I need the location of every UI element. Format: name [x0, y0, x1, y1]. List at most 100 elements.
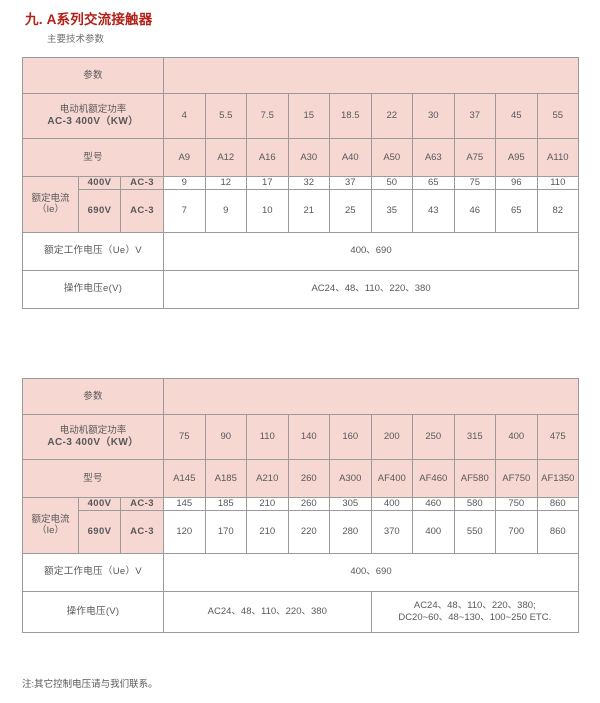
t1-ac3-400v: AC-3: [119, 176, 165, 190]
t1-motor-power-3: 15: [287, 93, 331, 139]
t2-motor-power-label: 电动机额定功率 AC-3 400V（KW）: [21, 414, 165, 460]
t1-current690-2: 10: [246, 188, 289, 233]
t1-motor-power-label-line1: 电动机额定功率: [59, 103, 127, 115]
t2-current690-0: 120: [163, 509, 206, 554]
t1-motor-power-label-line2: AC-3 400V（KW）: [47, 115, 139, 127]
t2-current400-6: 460: [412, 497, 455, 511]
t2-rated-working-voltage-value: 400、690: [163, 552, 580, 592]
spec-table-2: 参数 电动机额定功率 AC-3 400V（KW） 75 90 110 140 1…: [21, 378, 580, 633]
t1-current400-0: 9: [163, 176, 206, 190]
spec-table-1: 参数 电动机额定功率 AC-3 400V（KW） 4 5.5 7.5 15 18…: [21, 57, 580, 309]
t2-model-0: A145: [163, 459, 206, 498]
page-title: 九. A系列交流接触器: [25, 12, 153, 27]
t1-motor-power-7: 37: [453, 93, 497, 139]
t2-model-label: 型号: [21, 459, 165, 498]
t1-current400-6: 65: [412, 176, 455, 190]
t1-motor-power-8: 45: [495, 93, 538, 139]
table-row: 型号 A145 A185 A210 260 A300 AF400 AF460 A…: [21, 459, 580, 498]
t1-model-0: A9: [163, 138, 206, 177]
t2-motor-power-6: 250: [412, 414, 455, 460]
t2-ac3-400v: AC-3: [119, 497, 165, 511]
t2-motor-power-label-line2: AC-3 400V（KW）: [47, 436, 139, 448]
t2-current690-7: 550: [453, 509, 497, 554]
t1-current690-8: 65: [495, 188, 538, 233]
t2-current400-5: 400: [370, 497, 414, 511]
t2-current400-1: 185: [204, 497, 248, 511]
table-row: 电动机额定功率 AC-3 400V（KW） 75 90 110 140 160 …: [21, 414, 580, 460]
t2-voltage-690v: 690V: [78, 509, 121, 554]
table-row: 型号 A9 A12 A16 A30 A40 A50 A63 A75 A95 A1…: [21, 138, 580, 177]
table-row: 690V AC-3 7 9 10 21 25 35 43 46 65 82: [23, 188, 580, 233]
t1-current690-5: 35: [370, 188, 414, 233]
t2-operating-voltage-right: AC24、48、110、220、380; DC20~60、48~130、100~…: [370, 590, 580, 633]
t2-rated-current-label-line1: 额定电流: [31, 513, 70, 525]
t2-current400-0: 145: [163, 497, 206, 511]
t2-current400-2: 210: [246, 497, 289, 511]
t1-current400-7: 75: [453, 176, 497, 190]
t1-operating-voltage-value: AC24、48、110、220、380: [163, 269, 580, 309]
t1-param-header-blank: [163, 57, 580, 94]
t1-model-7: A75: [453, 138, 497, 177]
t1-motor-power-0: 4: [163, 93, 206, 139]
t1-motor-power-label: 电动机额定功率 AC-3 400V（KW）: [21, 93, 165, 139]
t1-rated-working-voltage-label: 额定工作电压（Ue）V: [21, 231, 165, 271]
t1-current690-0: 7: [163, 188, 206, 233]
t2-motor-power-label-line1: 电动机额定功率: [59, 424, 127, 436]
t2-current690-4: 280: [329, 509, 372, 554]
t1-motor-power-1: 5.5: [204, 93, 248, 139]
table-row: 参数: [21, 378, 580, 415]
footer-note: 注:其它控制电压请与我们联系。: [22, 679, 158, 690]
t2-model-1: A185: [204, 459, 248, 498]
t1-current400-2: 17: [246, 176, 289, 190]
t1-current690-7: 46: [453, 188, 497, 233]
table-row: 额定工作电压（Ue）V 400、690: [21, 231, 580, 271]
t1-current400-4: 37: [329, 176, 372, 190]
t1-current690-6: 43: [412, 188, 455, 233]
t1-current400-9: 110: [536, 176, 580, 190]
t1-model-9: A110: [536, 138, 580, 177]
t1-motor-power-4: 18.5: [329, 93, 372, 139]
table-row: 操作电压e(V) AC24、48、110、220、380: [21, 269, 580, 309]
t2-motor-power-4: 160: [329, 414, 372, 460]
t2-motor-power-0: 75: [163, 414, 206, 460]
t1-current690-9: 82: [536, 188, 580, 233]
t1-voltage-400v: 400V: [78, 176, 121, 190]
t1-current690-4: 25: [329, 188, 372, 233]
table-row: 参数: [21, 57, 580, 94]
table-row: 690V AC-3 120 170 210 220 280 370 400 55…: [23, 509, 580, 554]
t1-rated-working-voltage-value: 400、690: [163, 231, 580, 271]
t2-current690-9: 860: [536, 509, 580, 554]
t2-model-8: AF750: [495, 459, 538, 498]
table-row: 额定工作电压（Ue）V 400、690: [21, 552, 580, 592]
t1-model-8: A95: [495, 138, 538, 177]
t1-motor-power-5: 22: [370, 93, 414, 139]
t1-param-header: 参数: [21, 57, 165, 94]
t2-motor-power-8: 400: [495, 414, 538, 460]
t2-model-4: A300: [329, 459, 372, 498]
t2-current400-8: 750: [495, 497, 538, 511]
t1-rated-current-label-line1: 额定电流: [31, 192, 70, 204]
t2-param-header: 参数: [21, 378, 165, 415]
t1-current690-1: 9: [204, 188, 248, 233]
page-subtitle: 主要技术参数: [47, 34, 105, 45]
t1-motor-power-2: 7.5: [246, 93, 289, 139]
table-row: 电动机额定功率 AC-3 400V（KW） 4 5.5 7.5 15 18.5 …: [21, 93, 580, 139]
t2-operating-voltage-right-line2: DC20~60、48~130、100~250 ETC.: [398, 611, 552, 623]
t1-operating-voltage-label: 操作电压e(V): [21, 269, 165, 309]
t2-operating-voltage-right-line1: AC24、48、110、220、380;: [413, 600, 536, 611]
t1-rated-current-label: 额定电流 （Ie）: [22, 176, 79, 233]
t1-current400-3: 32: [287, 176, 331, 190]
t2-current690-5: 370: [370, 509, 414, 554]
t2-current400-3: 260: [287, 497, 331, 511]
t2-model-9: AF1350: [536, 459, 580, 498]
t1-motor-power-6: 30: [412, 93, 455, 139]
t2-current400-4: 305: [329, 497, 372, 511]
table-row: 操作电压(V) AC24、48、110、220、380 AC24、48、110、…: [21, 590, 580, 633]
t2-current690-8: 700: [495, 509, 538, 554]
t1-current400-1: 12: [204, 176, 248, 190]
t2-rated-working-voltage-label: 额定工作电压（Ue）V: [21, 552, 165, 592]
t1-model-2: A16: [246, 138, 289, 177]
t2-voltage-400v: 400V: [78, 497, 121, 511]
t2-current690-2: 210: [246, 509, 289, 554]
